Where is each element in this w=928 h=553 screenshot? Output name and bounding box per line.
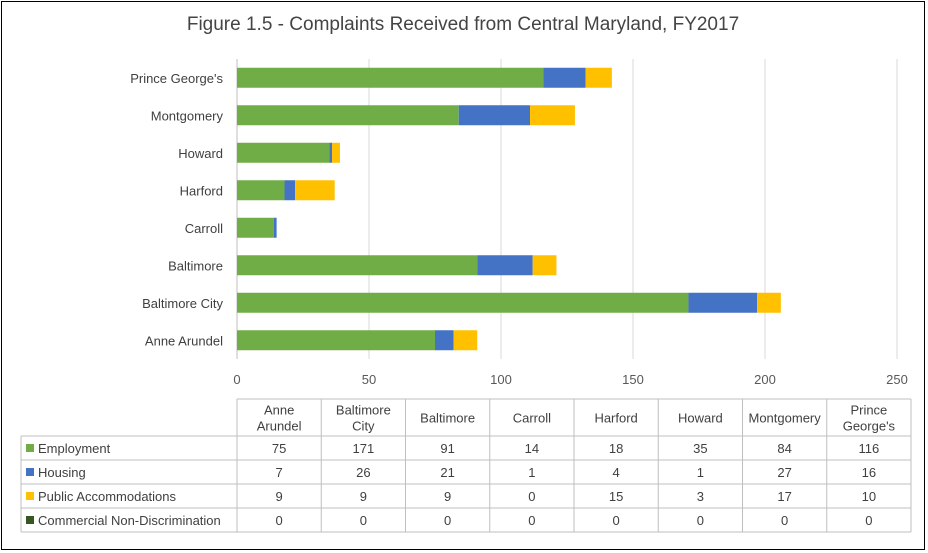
bar-montgomery-housing (458, 105, 531, 126)
y-tick-label-howard: Howard (178, 146, 223, 161)
table-cell-employment-0: 75 (272, 441, 286, 456)
table-header-0: Anne Arundel (257, 403, 302, 434)
chart-title: Figure 1.5 - Complaints Received from Ce… (186, 14, 740, 35)
table-cell-commercial-non-discrimination-1: 0 (360, 513, 367, 528)
table-cell-employment-7: 116 (859, 441, 880, 456)
table-cell-housing-4: 4 (613, 465, 620, 480)
table-cell-public-accommodations-0: 9 (276, 489, 283, 504)
y-tick-label-harford: Harford (180, 183, 223, 198)
table-cell-public-accommodations-1: 9 (360, 489, 367, 504)
table-cell-employment-3: 14 (525, 441, 539, 456)
x-tick-label-150: 150 (622, 372, 644, 387)
legend-label-commercial-non-discrimination: Commercial Non-Discrimination (38, 513, 221, 528)
legend-label-employment: Employment (38, 441, 111, 456)
table-cell-employment-1: 171 (353, 441, 375, 456)
y-tick-label-montgomery: Montgomery (151, 108, 224, 123)
table-header-5: Howard (678, 411, 723, 426)
bar-carroll-housing (273, 217, 277, 238)
table-cell-public-accommodations-4: 15 (609, 489, 623, 504)
y-tick-label-baltimore-city: Baltimore City (142, 296, 223, 311)
bar-prince-george-s-employment (237, 67, 544, 88)
bar-baltimore-city-public-accommodations (757, 292, 781, 313)
bar-harford-housing (284, 180, 296, 201)
table-header-1: Baltimore City (336, 403, 391, 434)
table-cell-housing-7: 16 (862, 465, 876, 480)
x-tick-label-50: 50 (362, 372, 376, 387)
bar-anne-arundel-housing (435, 330, 454, 351)
legend-key-housing (26, 468, 34, 476)
table-header-3: Carroll (513, 411, 551, 426)
bar-montgomery-employment (237, 105, 459, 126)
table-cell-housing-0: 7 (276, 465, 283, 480)
bar-prince-george-s-housing (543, 67, 586, 88)
bar-montgomery-public-accommodations (530, 105, 575, 126)
legend-key-public-accommodations (26, 492, 34, 500)
x-tick-label-200: 200 (754, 372, 776, 387)
table-cell-housing-1: 26 (356, 465, 370, 480)
table-cell-public-accommodations-6: 17 (777, 489, 791, 504)
table-cell-housing-2: 21 (440, 465, 454, 480)
table-cell-commercial-non-discrimination-7: 0 (865, 513, 872, 528)
table-header-6: Montgomery (749, 411, 822, 426)
bar-howard-public-accommodations (332, 142, 340, 163)
table-header-7: Prince George's (843, 403, 896, 434)
x-tick-label-100: 100 (490, 372, 512, 387)
table-header-4: Harford (594, 411, 637, 426)
bar-baltimore-housing (477, 255, 533, 276)
bar-anne-arundel-employment (237, 330, 435, 351)
table-cell-employment-6: 84 (777, 441, 791, 456)
table-cell-commercial-non-discrimination-3: 0 (528, 513, 535, 528)
x-tick-label-250: 250 (886, 372, 908, 387)
table-cell-commercial-non-discrimination-4: 0 (613, 513, 620, 528)
table-cell-employment-4: 18 (609, 441, 623, 456)
table-cell-commercial-non-discrimination-6: 0 (781, 513, 788, 528)
y-tick-label-prince-george-s: Prince George's (130, 71, 223, 86)
table-cell-housing-5: 1 (697, 465, 704, 480)
table-cell-housing-3: 1 (528, 465, 535, 480)
legend-label-public-accommodations: Public Accommodations (38, 489, 177, 504)
bar-prince-george-s-public-accommodations (585, 67, 612, 88)
table-cell-commercial-non-discrimination-5: 0 (697, 513, 704, 528)
table-cell-public-accommodations-7: 10 (862, 489, 876, 504)
bar-baltimore-city-housing (688, 292, 758, 313)
bar-harford-public-accommodations (295, 180, 335, 201)
x-tick-label-0: 0 (233, 372, 240, 387)
table-cell-commercial-non-discrimination-0: 0 (276, 513, 283, 528)
table-cell-housing-6: 27 (777, 465, 791, 480)
bar-baltimore-employment (237, 255, 478, 276)
legend-label-housing: Housing (38, 465, 86, 480)
bar-anne-arundel-public-accommodations (453, 330, 478, 351)
y-tick-label-baltimore: Baltimore (168, 258, 223, 273)
table-cell-public-accommodations-5: 3 (697, 489, 704, 504)
legend-key-employment (26, 444, 34, 452)
y-tick-label-anne-arundel: Anne Arundel (145, 333, 223, 348)
table-cell-public-accommodations-3: 0 (528, 489, 535, 504)
legend-key-commercial-non-discrimination (26, 516, 34, 524)
bar-baltimore-public-accommodations (532, 255, 557, 276)
table-cell-employment-2: 91 (440, 441, 454, 456)
bar-harford-employment (237, 180, 285, 201)
table-cell-employment-5: 35 (693, 441, 707, 456)
table-cell-commercial-non-discrimination-2: 0 (444, 513, 451, 528)
bar-howard-housing (329, 142, 333, 163)
bar-howard-employment (237, 142, 330, 163)
y-tick-label-carroll: Carroll (185, 221, 223, 236)
bar-baltimore-city-employment (237, 292, 689, 313)
bar-carroll-employment (237, 217, 274, 238)
table-cell-public-accommodations-2: 9 (444, 489, 451, 504)
table-header-2: Baltimore (420, 411, 475, 426)
